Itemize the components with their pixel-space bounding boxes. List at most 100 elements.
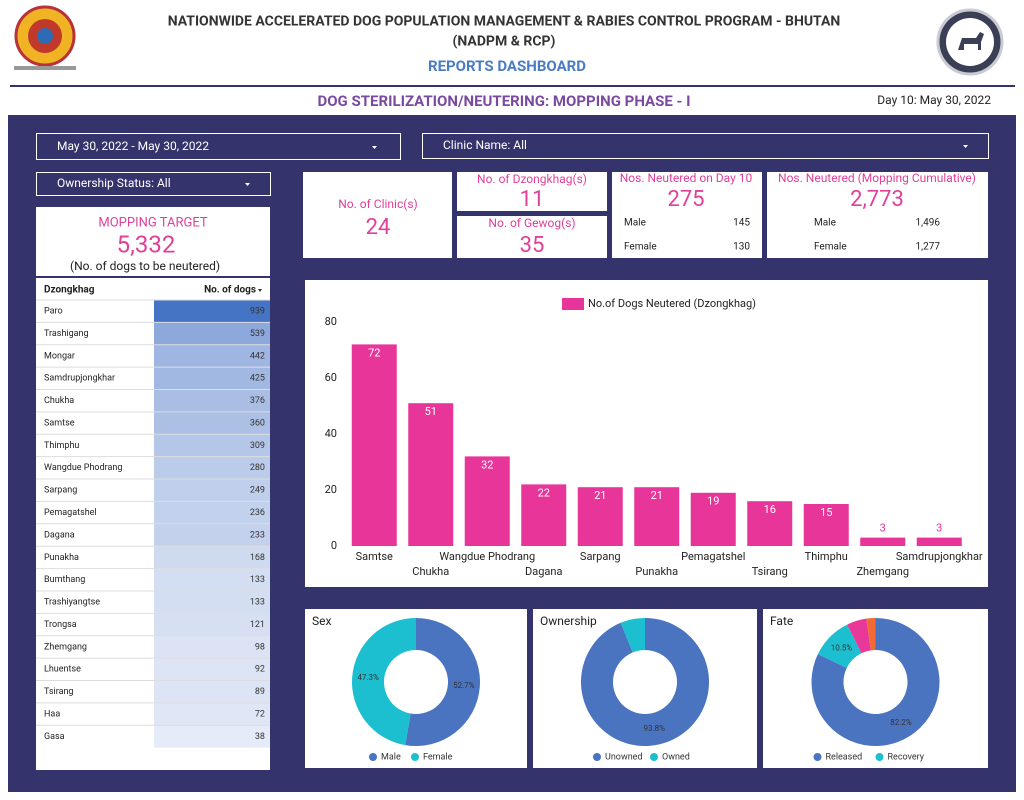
legend-label: Owned: [662, 752, 690, 762]
cell: Paro: [44, 307, 63, 317]
heat-cell: [154, 501, 270, 524]
pie-title: Sex: [312, 614, 331, 628]
slice-label: 52.7%: [453, 681, 475, 690]
cell: 539: [250, 329, 265, 339]
filter-label[interactable]: Clinic Name: All: [443, 138, 527, 152]
title: NATIONWIDE ACCELERATED DOG POPULATION MA…: [168, 14, 841, 30]
day-label: Day 10: May 30, 2022: [877, 93, 991, 107]
cell: 280: [250, 463, 265, 473]
heat-cell: [154, 523, 270, 547]
heat-cell: [154, 546, 270, 569]
kpi-title: Nos. Neutered (Mopping Cumulative): [778, 171, 976, 185]
cell: Chukha: [44, 396, 74, 406]
cell: Samtse: [44, 418, 75, 428]
bar: [464, 456, 510, 546]
filter-label[interactable]: Ownership Status: All: [57, 176, 171, 190]
slice-label: 82.2%: [890, 718, 912, 727]
filter-box[interactable]: [36, 133, 401, 160]
legend-dot: [813, 753, 822, 761]
data-label: 3: [936, 522, 942, 535]
heat-cell: [154, 725, 270, 748]
cell: 121: [250, 620, 265, 630]
kpi-title: No. of Dzongkhag(s): [477, 172, 587, 186]
data-label: 16: [764, 503, 776, 516]
dropdown-arrow[interactable]: [963, 145, 968, 148]
kpi-title: No. of Clinic(s): [338, 197, 418, 211]
cell: Mongar: [44, 351, 75, 361]
cell: Thimphu: [44, 441, 79, 451]
kpi-card: [303, 172, 452, 258]
cell: 236: [250, 508, 265, 518]
filter-box[interactable]: [422, 133, 989, 159]
heat-cell: [154, 322, 270, 345]
cell: Tsirang: [44, 687, 74, 697]
kpi-value: 275: [667, 187, 704, 212]
kpi-clinics: No. of Clinic(s) 24: [303, 172, 452, 258]
kpi-value: 2,773: [850, 187, 904, 212]
dropdown-arrow[interactable]: [372, 146, 377, 149]
cell: Sarpang: [44, 486, 77, 496]
date-filter[interactable]: May 30, 2022 - May 30, 2022: [36, 133, 401, 160]
y-tick-label: 80: [325, 315, 337, 328]
bar: [860, 537, 906, 546]
legend-dot: [875, 753, 884, 761]
cell: Dagana: [44, 530, 75, 540]
cell: 133: [250, 598, 265, 608]
cell: 425: [250, 374, 265, 384]
column-header[interactable]: No. of dogs: [204, 285, 256, 296]
filter-box[interactable]: [36, 172, 271, 196]
cell: 38: [255, 732, 265, 742]
x-tick-label: Wangdue Phodrang: [439, 550, 535, 563]
x-tick-label: Dagana: [525, 565, 562, 578]
legend-label: Released: [826, 752, 863, 762]
pie-slice: [847, 618, 871, 654]
data-label: 15: [820, 506, 832, 519]
kpi-card: [457, 216, 607, 258]
pie-slice: [866, 618, 876, 651]
kpi-title: Nos. Neutered on Day 10: [620, 171, 753, 185]
bar: [577, 487, 623, 546]
data-label: 19: [707, 495, 719, 508]
x-tick-label: Pemagatshel: [681, 550, 745, 563]
data-label: 21: [651, 489, 663, 502]
cell: 442: [250, 351, 265, 361]
kpi-dzongkhags: No. of Dzongkhag(s) 11: [457, 172, 607, 212]
sort-arrow[interactable]: [258, 289, 262, 292]
dropdown-arrow[interactable]: [245, 183, 250, 186]
subtitle: (NADPM & RCP): [453, 34, 556, 50]
pie-title: Fate: [770, 614, 793, 628]
column-header: Dzongkhag: [44, 285, 95, 296]
left-logo: [14, 5, 76, 70]
x-tick-label: Samdrupjongkhar: [896, 550, 983, 563]
data-label: 32: [481, 458, 493, 471]
cell: 89: [255, 687, 265, 697]
kpi-row-label: Female: [814, 242, 847, 253]
legend-label: Unowned: [605, 752, 643, 762]
filter-label[interactable]: May 30, 2022 - May 30, 2022: [57, 139, 209, 153]
x-tick-label: Zhemgang: [856, 565, 909, 578]
heat-cell: [154, 411, 270, 435]
heat-cell: [154, 590, 270, 614]
data-label: 72: [368, 346, 380, 359]
cell: 939: [250, 307, 265, 317]
kpi-row-label: Male: [814, 218, 836, 229]
clinic-filter[interactable]: Clinic Name: All: [422, 133, 989, 159]
bar: [916, 537, 962, 546]
ownership-filter[interactable]: Ownership Status: All: [36, 172, 271, 196]
cell: Samdrupjongkhar: [44, 374, 115, 384]
kpi-row-label: Male: [624, 218, 646, 229]
right-logo: [936, 8, 1004, 76]
data-label: 22: [538, 486, 550, 499]
legend-swatch: [562, 298, 584, 310]
kpi-cumulative: Nos. Neutered (Mopping Cumulative) 2,773…: [767, 171, 988, 258]
legend-label: Male: [381, 752, 401, 762]
data-label: 3: [880, 522, 886, 535]
bar: [408, 403, 454, 546]
kpi-card: [767, 172, 988, 258]
target-title: MOPPING TARGET: [98, 215, 207, 230]
cell: 249: [250, 486, 265, 496]
table: Dzongkhag No. of dogs Paro 939 Trashigang 5…: [36, 278, 270, 770]
cell: 133: [250, 575, 265, 585]
legend-dot: [411, 753, 419, 761]
